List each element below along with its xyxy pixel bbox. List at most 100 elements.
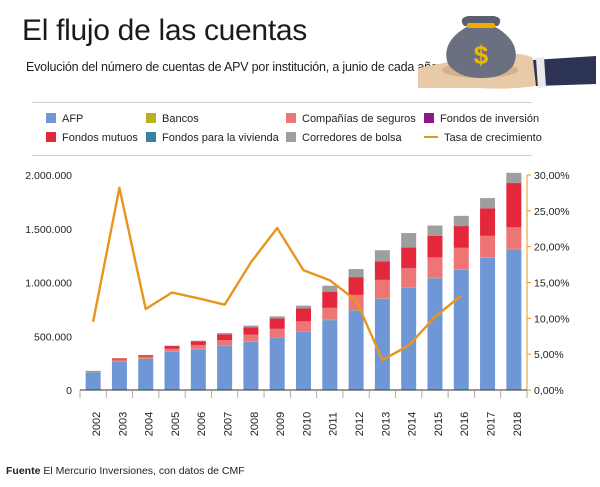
bar-segment (296, 305, 311, 309)
money-bag-icon: $ (418, 16, 596, 89)
bar-segment (348, 269, 364, 278)
x-tick-label: 2008 (249, 412, 261, 436)
legend-label: Corredores de bolsa (302, 132, 402, 144)
bar-segment (164, 348, 180, 352)
x-tick-label: 2004 (144, 412, 156, 436)
x-tick-label: 2002 (91, 412, 103, 436)
bar-segment (85, 372, 101, 390)
bar-segment (190, 349, 206, 390)
bar-segment (296, 321, 311, 332)
bar-segment (480, 208, 496, 236)
bar-segment (480, 235, 496, 258)
legend-label: Compañías de seguros (302, 113, 416, 125)
bar-segment (453, 215, 469, 227)
bar-segment (401, 268, 417, 288)
y2-tick-label: 15,00% (534, 278, 570, 290)
x-axis: 2002 2003 2004 2005 2006 2007 2008 2009 2010 2011… (79, 389, 528, 436)
bar-segment (401, 247, 417, 268)
y2-tick-label: 0,00% (534, 385, 564, 397)
source-note: Fuente El Mercurio Inversiones, con dato… (6, 465, 245, 477)
page-subtitle: Evolución del número de cuentas de APV p… (26, 60, 438, 74)
source-label: Fuente (6, 465, 41, 477)
legend-label: Fondos mutuos (62, 132, 138, 144)
y-axis-left: 0 500.000 1.000.000 1.500.000 2.000.000 (25, 170, 72, 397)
x-tick-label: 2006 (196, 412, 208, 436)
bar-segment (190, 345, 206, 349)
bar-segment (243, 341, 259, 390)
y-axis-right: 0,00% 5,00% 10,00% 15,00% 20,00% 25,00% 30,00% (526, 170, 570, 397)
x-tick-label: 2012 (354, 412, 366, 436)
y2-tick-label: 25,00% (534, 206, 570, 218)
bar-segment (427, 225, 443, 236)
chart-legend: AFP Bancos Compañías de seguros Fondos d… (32, 102, 542, 156)
source-text: El Mercurio Inversiones, con datos de CM… (40, 465, 245, 477)
y2-tick-label: 10,00% (534, 313, 570, 325)
bar-segment (322, 291, 338, 308)
x-tick-label: 2011 (328, 412, 340, 436)
bar-segment (427, 278, 443, 390)
bar-segment (164, 346, 180, 349)
bar-segment (111, 361, 127, 390)
y2-tick-label: 30,00% (534, 170, 570, 182)
bar-segment (190, 340, 206, 342)
legend-item-afp: AFP (46, 113, 83, 125)
bar-segment (138, 355, 154, 357)
stacked-bar-chart: 0 500.000 1.000.000 1.500.000 2.000.000 0,00… (25, 170, 570, 436)
legend-label: Fondos para la vivienda (162, 132, 279, 144)
x-tick-label: 2010 (301, 412, 313, 436)
bar-segment (322, 307, 338, 320)
legend-item-companias-seguros: Compañías de seguros (286, 113, 416, 125)
legend-item-bancos: Bancos (146, 113, 199, 125)
legend-item-fondos-inversion: Fondos de inversión (424, 113, 539, 125)
y-tick-label: 1.500.000 (25, 224, 72, 236)
bar-segment (480, 257, 496, 390)
bar-segment (296, 331, 311, 390)
growth-rate-line (91, 186, 463, 362)
bar-segment (374, 298, 390, 390)
legend-item-tasa-crecimiento: Tasa de crecimiento (424, 132, 542, 144)
bar-segment (453, 226, 469, 248)
legend-item-fondos-mutuos: Fondos mutuos (46, 132, 138, 144)
bar-segment (506, 249, 522, 390)
bar-segment (269, 328, 285, 338)
bar-segment (401, 287, 417, 390)
bar-segment (322, 320, 338, 390)
bar-segment (138, 358, 154, 390)
bar-segment (217, 333, 233, 335)
bar-segment (374, 250, 390, 262)
bar-segment (506, 183, 522, 228)
legend-item-fondos-vivienda: Fondos para la vivienda (146, 132, 279, 144)
x-tick-label: 2013 (380, 412, 392, 436)
bar-segment (348, 277, 364, 295)
bar-segment (480, 198, 496, 209)
y2-tick-label: 5,00% (534, 349, 564, 361)
bar-segment (217, 340, 233, 346)
bar-segment (269, 337, 285, 390)
y2-tick-label: 20,00% (534, 242, 570, 254)
bar-segment (374, 261, 390, 280)
bar-segment (296, 308, 311, 322)
x-tick-label: 2014 (407, 412, 419, 436)
y-tick-label: 1.000.000 (25, 278, 72, 290)
x-tick-label: 2016 (459, 412, 471, 436)
bar-segment (243, 334, 259, 342)
bar-segment (217, 345, 233, 390)
bar-segment (269, 316, 285, 319)
bar-segment (243, 327, 259, 335)
bar-segment (138, 356, 154, 359)
x-tick-label: 2017 (485, 412, 497, 436)
legend-label: AFP (62, 113, 84, 125)
x-tick-label: 2015 (433, 412, 445, 436)
legend-label: Bancos (162, 113, 199, 125)
bar-segment (506, 227, 522, 249)
bar-segment (269, 318, 285, 329)
x-tick-label: 2005 (170, 412, 182, 436)
bar-segment (506, 172, 522, 184)
bar-segment (164, 351, 180, 390)
x-tick-label: 2018 (512, 412, 524, 436)
bar-segment (322, 285, 338, 292)
y-tick-label: 2.000.000 (25, 170, 72, 182)
bar-segment (427, 257, 443, 278)
legend-label: Fondos de inversión (440, 113, 540, 125)
bar-segment (401, 233, 417, 248)
